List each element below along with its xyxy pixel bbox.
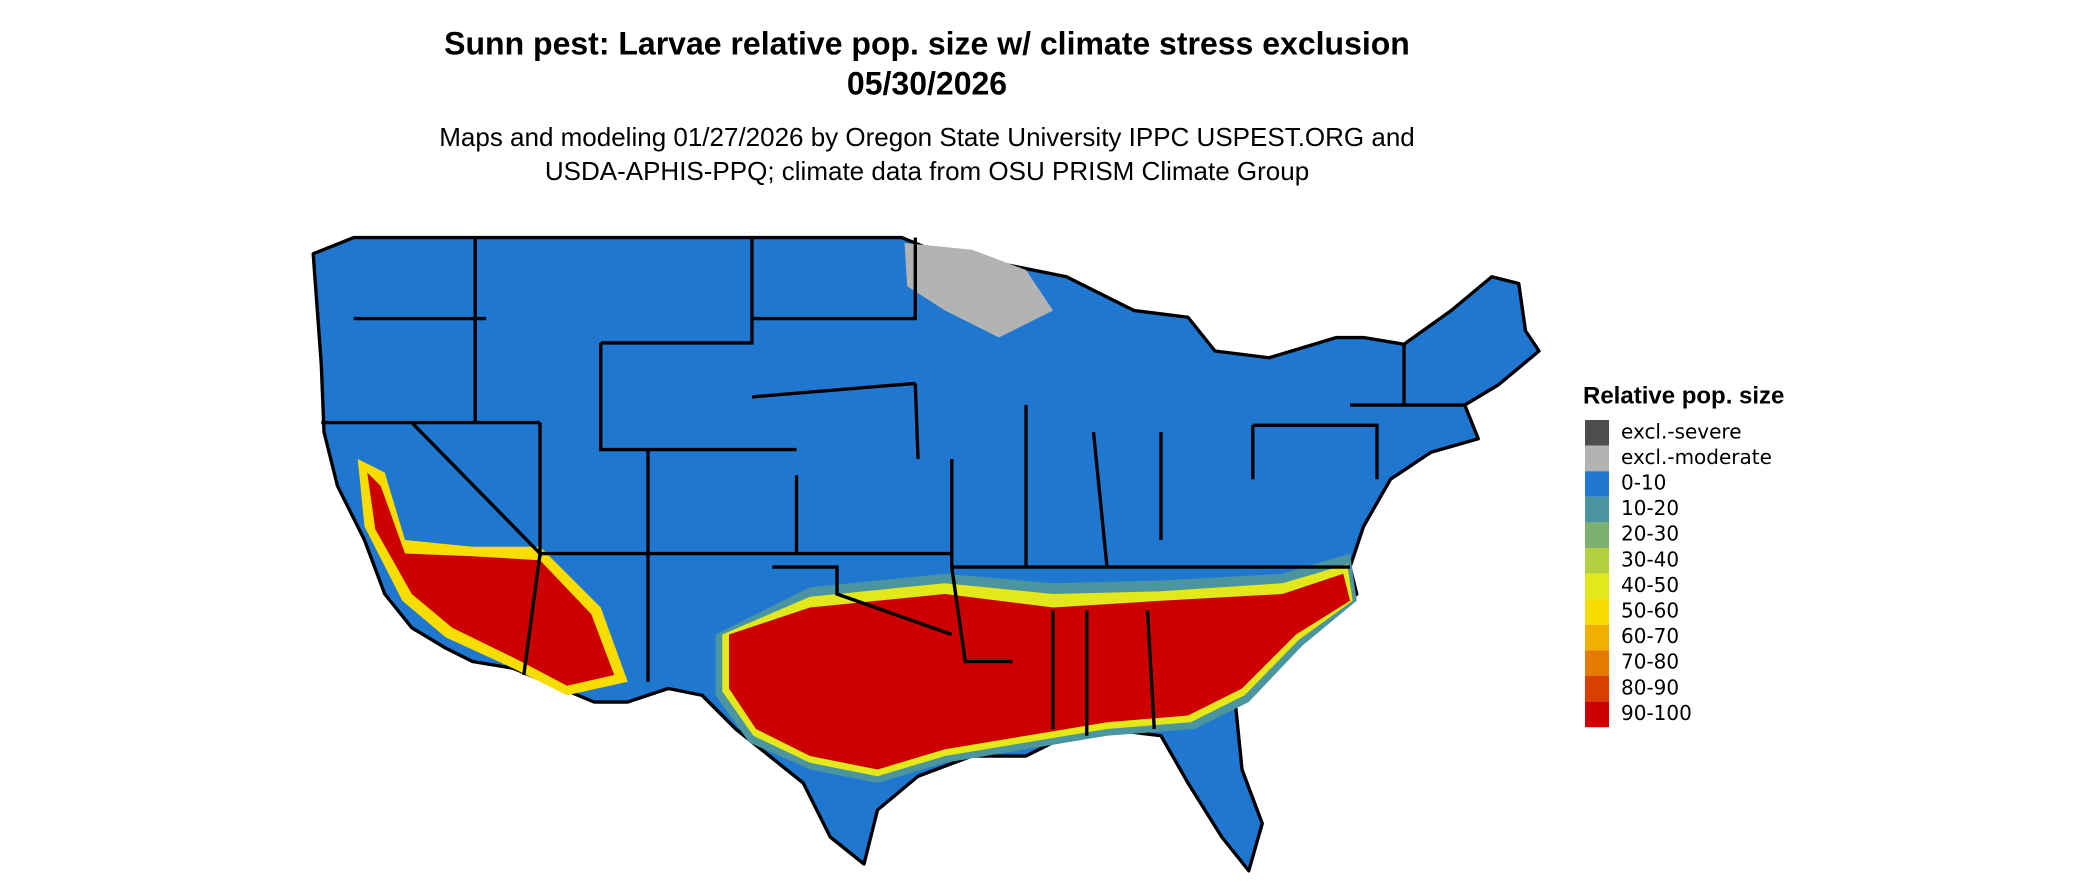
legend-label: excl.-severe (1621, 419, 1742, 443)
legend-label: 0-10 (1621, 471, 1666, 495)
legend-label: 70-80 (1621, 650, 1679, 674)
band-red (729, 573, 1350, 770)
legend: excl.-severeexcl.-moderate0-1010-2020-30… (1585, 419, 1772, 728)
subtitle: USDA-APHIS-PPQ; climate data from OSU PR… (545, 156, 1309, 186)
subtitle: Maps and modeling 01/27/2026 by Oregon S… (439, 122, 1415, 152)
legend-swatch (1585, 624, 1609, 651)
legend-swatch (1585, 496, 1609, 523)
legend-swatch (1585, 599, 1609, 625)
legend-swatch (1585, 573, 1609, 600)
legend-label: 10-20 (1621, 496, 1679, 520)
legend-swatch (1585, 548, 1609, 574)
legend-swatch (1585, 650, 1609, 676)
legend-swatch (1585, 701, 1609, 728)
state-borders (321, 237, 1465, 736)
title: 05/30/2026 (847, 65, 1007, 101)
legend-label: 80-90 (1621, 675, 1679, 699)
legend-label: 20-30 (1621, 522, 1679, 546)
legend-label: 30-40 (1621, 547, 1679, 571)
legend-swatch (1585, 420, 1609, 446)
title: Sunn pest: Larvae relative pop. size w/ … (444, 25, 1410, 61)
legend-label: 60-70 (1621, 624, 1679, 648)
band-sw-red (367, 472, 615, 686)
legend-swatch (1585, 471, 1609, 497)
legend-label: 40-50 (1621, 573, 1679, 597)
legend-label: excl.-moderate (1621, 445, 1772, 469)
map (311, 235, 1541, 873)
legend-title: Relative pop. size (1583, 382, 1784, 409)
legend-label: 50-60 (1621, 599, 1679, 623)
excl-moderate-area (904, 243, 1053, 338)
legend-swatch (1585, 522, 1609, 548)
legend-swatch (1585, 676, 1609, 702)
legend-label: 90-100 (1621, 701, 1692, 725)
legend-swatch (1585, 445, 1609, 472)
